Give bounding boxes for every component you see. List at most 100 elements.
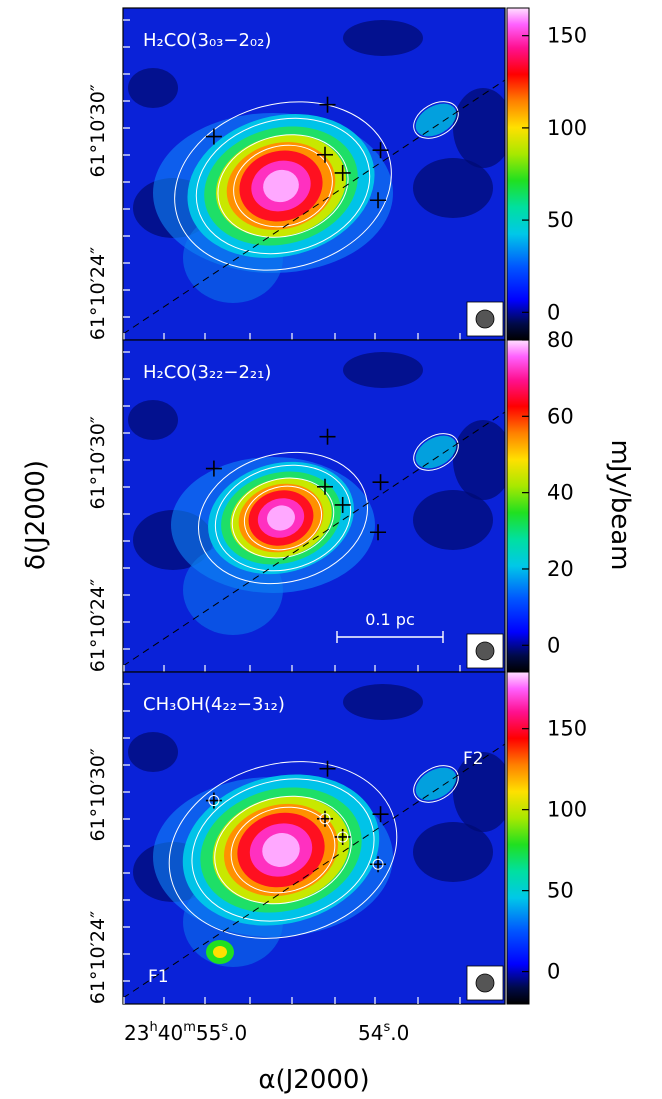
contour	[191, 778, 375, 922]
contour	[197, 451, 369, 585]
colorbar-tick-label: 20	[547, 557, 574, 581]
panel-label: H₂CO(3₂₂−2₂₁)	[143, 362, 271, 383]
contour	[233, 144, 333, 228]
x-tick-label: 23h 40m 55s .0	[124, 1020, 247, 1045]
panel-3: CH₃OH(4₂₂−3₁₂) F1 F2 150 100 50 0 61°10′30″ 61°1…	[87, 671, 587, 1005]
panel-2: H₂CO(3₂₂−2₂₁) 0.1 pc 80 60 40 20 0 61°10′30″ 61°…	[87, 328, 574, 673]
y-tick-label: 61°10′30″	[87, 748, 109, 841]
emission-core-level	[267, 505, 295, 531]
contour	[231, 477, 335, 559]
source-cross	[205, 792, 222, 809]
source-cross	[334, 164, 351, 181]
source-circle	[337, 831, 349, 843]
source-cross	[205, 128, 222, 145]
y-tick-label: 61°10′24″	[87, 579, 109, 672]
source-cross	[317, 146, 333, 163]
beam-ellipse	[475, 641, 495, 661]
panel-label: CH₃OH(4₂₂−3₁₂)	[143, 694, 285, 715]
source-cross	[334, 828, 351, 845]
source-cross	[319, 428, 336, 445]
contour	[243, 485, 323, 551]
source-cross	[370, 856, 387, 873]
dark-patch	[453, 88, 505, 168]
map	[123, 340, 505, 672]
source-cross	[372, 142, 389, 159]
dark-patch	[413, 822, 493, 882]
dark-patch	[343, 20, 423, 56]
colorbar: 80 60 40 20 0	[506, 328, 574, 673]
dark-patch	[453, 752, 505, 832]
contour	[230, 806, 336, 894]
map	[123, 8, 505, 340]
colorbar-scale	[506, 671, 530, 1005]
colorbar-tick-label: 50	[547, 879, 574, 903]
dark-patch	[413, 158, 493, 218]
colorbar-tick-label: 150	[547, 717, 587, 741]
contour	[214, 464, 352, 572]
dark-patch	[413, 490, 493, 550]
dark-patch	[128, 400, 178, 440]
contour	[168, 761, 398, 939]
contour	[217, 134, 349, 238]
colorbar-tick-label: 150	[547, 24, 587, 48]
source-cross	[372, 806, 389, 823]
colorbar-scale	[506, 7, 530, 341]
colorbar-tick-label: 50	[547, 208, 574, 232]
x-tick-labels: 23h 40m 55s .0 54s .0	[124, 1020, 409, 1045]
source-circle	[372, 858, 384, 870]
y-tick-label: 61°10′24″	[87, 247, 109, 340]
contour	[174, 101, 392, 271]
filament-axis	[123, 411, 505, 667]
filament-label-f1: F1	[148, 967, 169, 987]
source-circle	[319, 813, 331, 825]
beam-ellipse	[475, 309, 495, 329]
dark-patch	[343, 684, 423, 720]
colorbar-label: mJy/beam	[605, 440, 635, 571]
y-tick-label: 61°10′30″	[87, 416, 109, 509]
colorbar: 150 100 50 0	[506, 7, 587, 341]
panel-label: H₂CO(3₀₃−2₀₂)	[143, 30, 271, 51]
emission-core-level	[263, 169, 299, 203]
emission-f1	[213, 946, 227, 958]
source-cross	[319, 96, 336, 113]
contour	[214, 795, 352, 905]
panel-frame	[122, 671, 506, 1005]
colorbar-tick-label: 100	[547, 798, 587, 822]
x-axis-label: α(J2000)	[258, 1065, 369, 1095]
emission-core-level	[262, 833, 300, 867]
colorbar-tick-label: 0	[547, 633, 560, 657]
dark-patch	[128, 732, 178, 772]
x-tick-label: 54s .0	[358, 1020, 409, 1045]
y-tick-label: 61°10′30″	[87, 84, 109, 177]
contour	[413, 765, 459, 803]
source-cross	[372, 474, 389, 491]
source-cross	[370, 192, 387, 209]
emission-f2	[415, 767, 457, 801]
scale-bar: 0.1 pc	[336, 610, 444, 643]
y-axis-label: δ(J2000)	[21, 460, 51, 570]
source-cross	[205, 460, 222, 477]
emission-f2	[415, 435, 457, 469]
colorbar-tick-label: 80	[547, 328, 574, 352]
map	[123, 672, 505, 1004]
colorbar-tick-label: 100	[547, 116, 587, 140]
colorbar-tick-label: 0	[547, 300, 560, 324]
beam-ellipse	[475, 973, 495, 993]
source-cross	[317, 810, 333, 827]
panel-1: H₂CO(3₀₃−2₀₂) 150 100 50 0 61°10′30″ 61°10′24″	[87, 7, 587, 341]
dark-patch	[453, 420, 505, 500]
source-cross	[370, 524, 387, 541]
colorbar-tick-label: 40	[547, 481, 574, 505]
filament-axis	[123, 79, 505, 335]
contour	[195, 117, 371, 255]
scale-bar-label: 0.1 pc	[365, 610, 414, 629]
colorbar: 150 100 50 0	[506, 671, 587, 1005]
dark-patch	[128, 68, 178, 108]
filament-axis	[123, 743, 505, 999]
filament-label-f2: F2	[463, 749, 484, 769]
y-tick-label: 61°10′24″	[87, 911, 109, 1004]
dark-patch	[343, 352, 423, 388]
colorbar-tick-label: 60	[547, 404, 574, 428]
contour	[413, 101, 459, 139]
